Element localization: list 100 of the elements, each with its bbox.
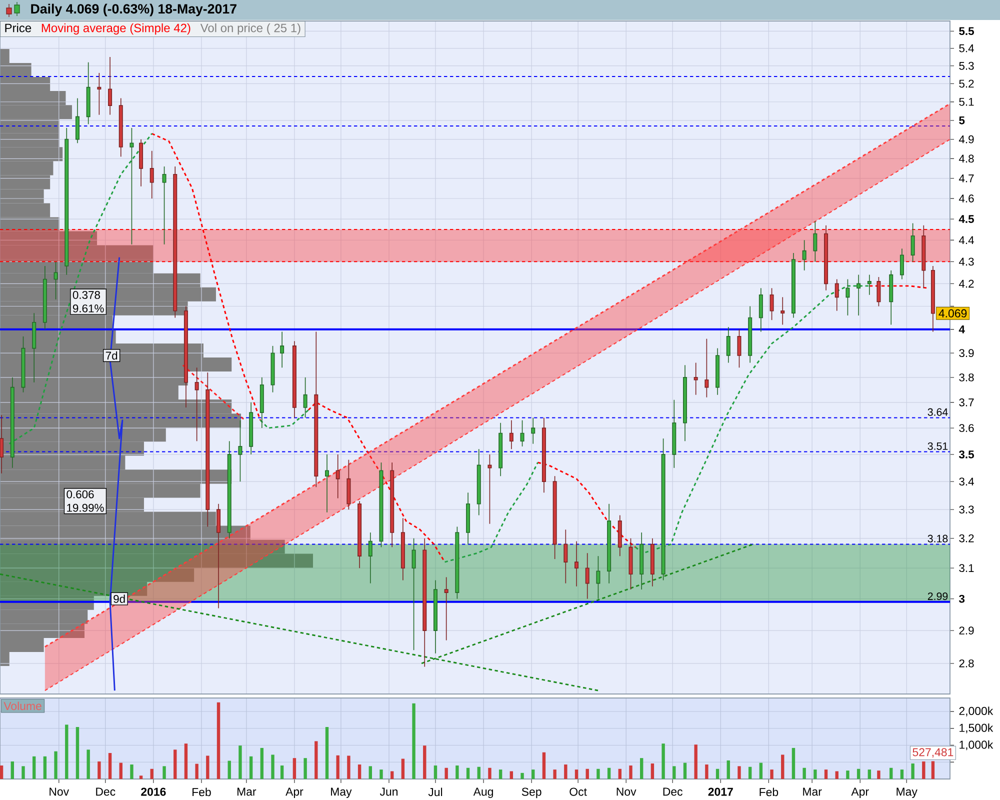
bar <box>520 772 524 779</box>
candlestick <box>336 454 340 499</box>
candlestick <box>791 252 796 318</box>
bar <box>510 771 514 779</box>
annotation: 7d <box>106 351 118 360</box>
candlestick <box>206 372 210 528</box>
bar <box>76 727 80 779</box>
candlestick <box>400 518 405 581</box>
annotation: 0.378 9.61% <box>72 291 104 312</box>
candlestick <box>54 261 58 300</box>
y-tick-label: 5.5 <box>959 27 974 36</box>
bar <box>358 764 362 779</box>
x-tick-label: Oct <box>570 788 587 796</box>
candlestick <box>0 414 4 474</box>
candlestick <box>10 377 14 468</box>
bar <box>98 761 101 779</box>
candlestick <box>118 98 123 158</box>
candlestick <box>834 278 839 312</box>
bar <box>770 770 774 779</box>
bar <box>434 766 438 779</box>
bar <box>292 758 296 779</box>
bar <box>596 768 600 779</box>
bar <box>54 751 58 779</box>
bar <box>532 770 535 779</box>
candlestick <box>303 377 308 418</box>
bar <box>280 766 284 779</box>
candlestick <box>650 538 654 587</box>
bar <box>43 756 47 779</box>
y-tick-label: 5.2 <box>959 80 974 88</box>
y-tick-label: 3.6 <box>959 424 974 432</box>
bar <box>466 768 470 779</box>
bar <box>824 770 828 779</box>
ref-line-label: 2.99 <box>928 592 948 600</box>
candlestick <box>780 296 785 326</box>
bar <box>877 770 880 779</box>
bar <box>618 768 622 779</box>
ref-line-label: 3.51 <box>928 442 948 450</box>
x-tick-label: Mar <box>803 788 822 796</box>
bar <box>498 770 502 779</box>
candlestick <box>412 538 416 651</box>
x-tick-label: Jul <box>428 788 442 796</box>
bar <box>802 768 806 779</box>
bar <box>184 744 188 779</box>
bar <box>759 762 763 779</box>
bar <box>846 770 850 779</box>
bar <box>911 763 914 779</box>
candlestick <box>802 240 806 271</box>
y-tick-label: 4.3 <box>958 258 974 266</box>
candlestick <box>824 224 828 291</box>
candlestick <box>433 580 438 654</box>
y-tick-label: 4.4 <box>958 236 974 244</box>
candlestick <box>227 440 232 539</box>
candlestick <box>640 532 644 590</box>
bar <box>22 766 25 779</box>
bar <box>119 762 122 779</box>
candlestick <box>324 454 329 513</box>
bar <box>108 753 112 779</box>
y-tick-label: 5.3 <box>959 62 974 70</box>
candlestick <box>930 266 935 332</box>
y-tick-label: 1,500k <box>960 723 994 734</box>
bar <box>347 756 350 779</box>
bar <box>304 758 307 779</box>
candlestick <box>97 72 102 116</box>
y-tick-label: 4.5 <box>958 215 974 223</box>
bar <box>195 764 198 779</box>
bar <box>553 770 556 779</box>
bar <box>683 762 687 779</box>
annotation: 4.069 <box>938 309 967 318</box>
bar <box>922 761 926 779</box>
bar <box>380 770 383 779</box>
bar <box>694 744 698 779</box>
x-tick-label: Apr <box>851 788 869 798</box>
bar <box>564 764 568 779</box>
candlestick <box>531 417 536 444</box>
candlestick <box>585 552 590 600</box>
y-tick-label: 3 <box>958 594 965 603</box>
bar <box>716 768 720 779</box>
bar <box>401 758 405 779</box>
candlestick <box>184 306 188 408</box>
candlestick <box>173 166 178 318</box>
candlestick <box>150 150 154 199</box>
y-tick-label: 5 <box>959 116 965 124</box>
candlestick <box>488 454 492 524</box>
candlestick <box>64 128 69 276</box>
candlestick <box>682 364 687 442</box>
bar <box>574 770 578 779</box>
bar <box>640 758 644 779</box>
bar <box>931 761 935 779</box>
candlestick <box>194 367 199 442</box>
x-tick-label: Nov <box>616 788 636 796</box>
bar <box>10 761 14 779</box>
y-tick-label: 2.9 <box>959 626 974 635</box>
y-tick-label: 4.9 <box>958 135 974 144</box>
candlestick <box>358 500 362 568</box>
bar <box>412 703 416 779</box>
candlestick <box>758 288 763 332</box>
bar <box>835 771 838 779</box>
bar <box>65 724 68 779</box>
candlestick <box>139 138 144 187</box>
bar <box>488 768 492 779</box>
